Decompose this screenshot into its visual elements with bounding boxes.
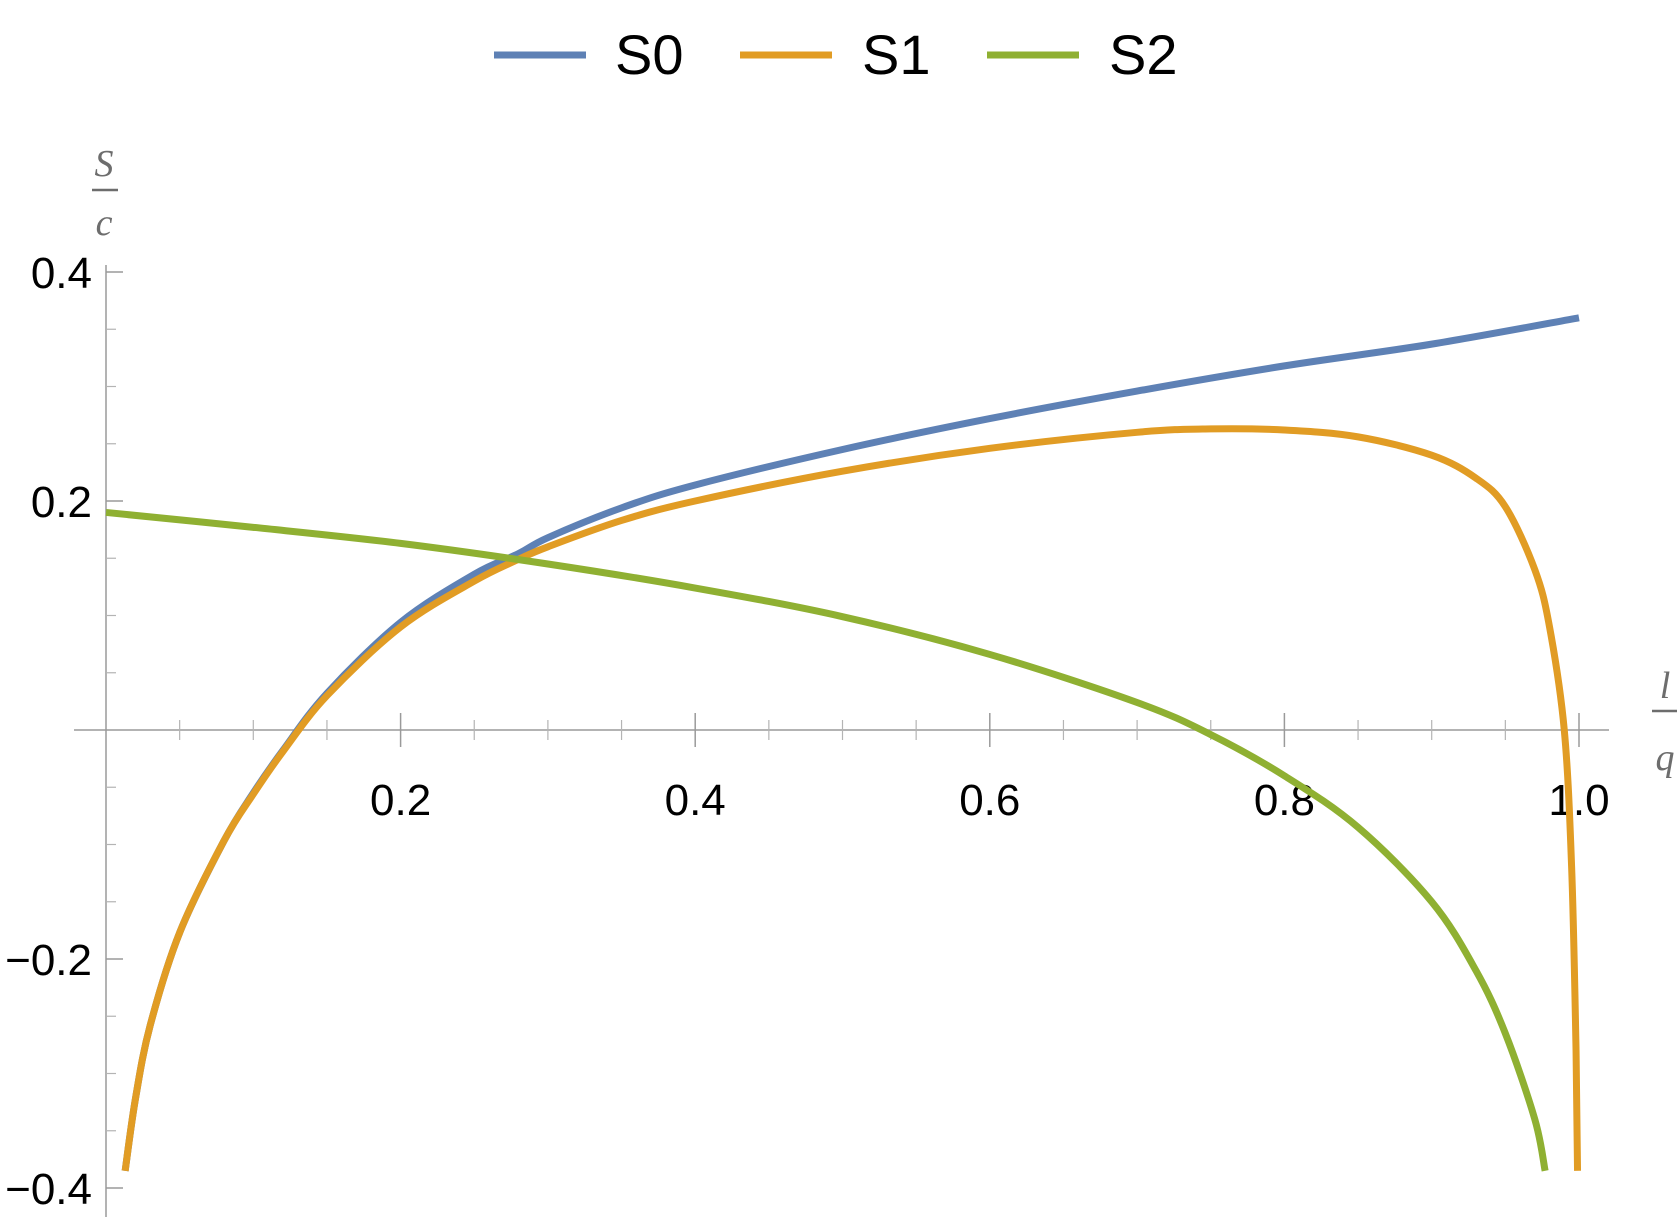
x-axis-label: l q xyxy=(1652,665,1677,779)
x-axis-label-numerator: l xyxy=(1660,665,1671,707)
y-tick-label: −0.4 xyxy=(5,1165,92,1214)
series-line-s0 xyxy=(121,314,1580,1172)
legend: S0 S1 S2 xyxy=(494,23,1178,86)
legend-label-s0: S0 xyxy=(615,23,684,86)
y-tick-label: 0.2 xyxy=(31,478,92,527)
y-axis-label-denominator: c xyxy=(96,202,113,244)
x-tick-label: 0.6 xyxy=(959,776,1020,825)
legend-item-s1: S1 xyxy=(740,23,931,86)
series-lines xyxy=(105,314,1582,1172)
y-tick-label: −0.2 xyxy=(5,936,92,985)
legend-item-s2: S2 xyxy=(987,23,1178,86)
series-line-s2 xyxy=(105,508,1549,1172)
legend-label-s1: S1 xyxy=(862,23,931,86)
legend-item-s0: S0 xyxy=(494,23,684,86)
x-tick-label: 0.4 xyxy=(665,776,726,825)
x-axis-label-denominator: q xyxy=(1656,737,1675,779)
legend-label-s2: S2 xyxy=(1109,23,1178,86)
y-axis-label-numerator: S xyxy=(95,143,114,185)
x-tick-label: 0.2 xyxy=(370,776,431,825)
series-line-s1 xyxy=(121,425,1582,1172)
x-tick-label: 0.8 xyxy=(1254,776,1315,825)
x-tick-label: 1.0 xyxy=(1548,776,1609,825)
y-axis-label: S c xyxy=(92,143,118,244)
y-tick-label: 0.4 xyxy=(31,249,92,298)
axes: 0.2 0.4 0.6 0.8 1.0 0.4 0.2 −0.2 −0.4 xyxy=(5,249,1610,1217)
